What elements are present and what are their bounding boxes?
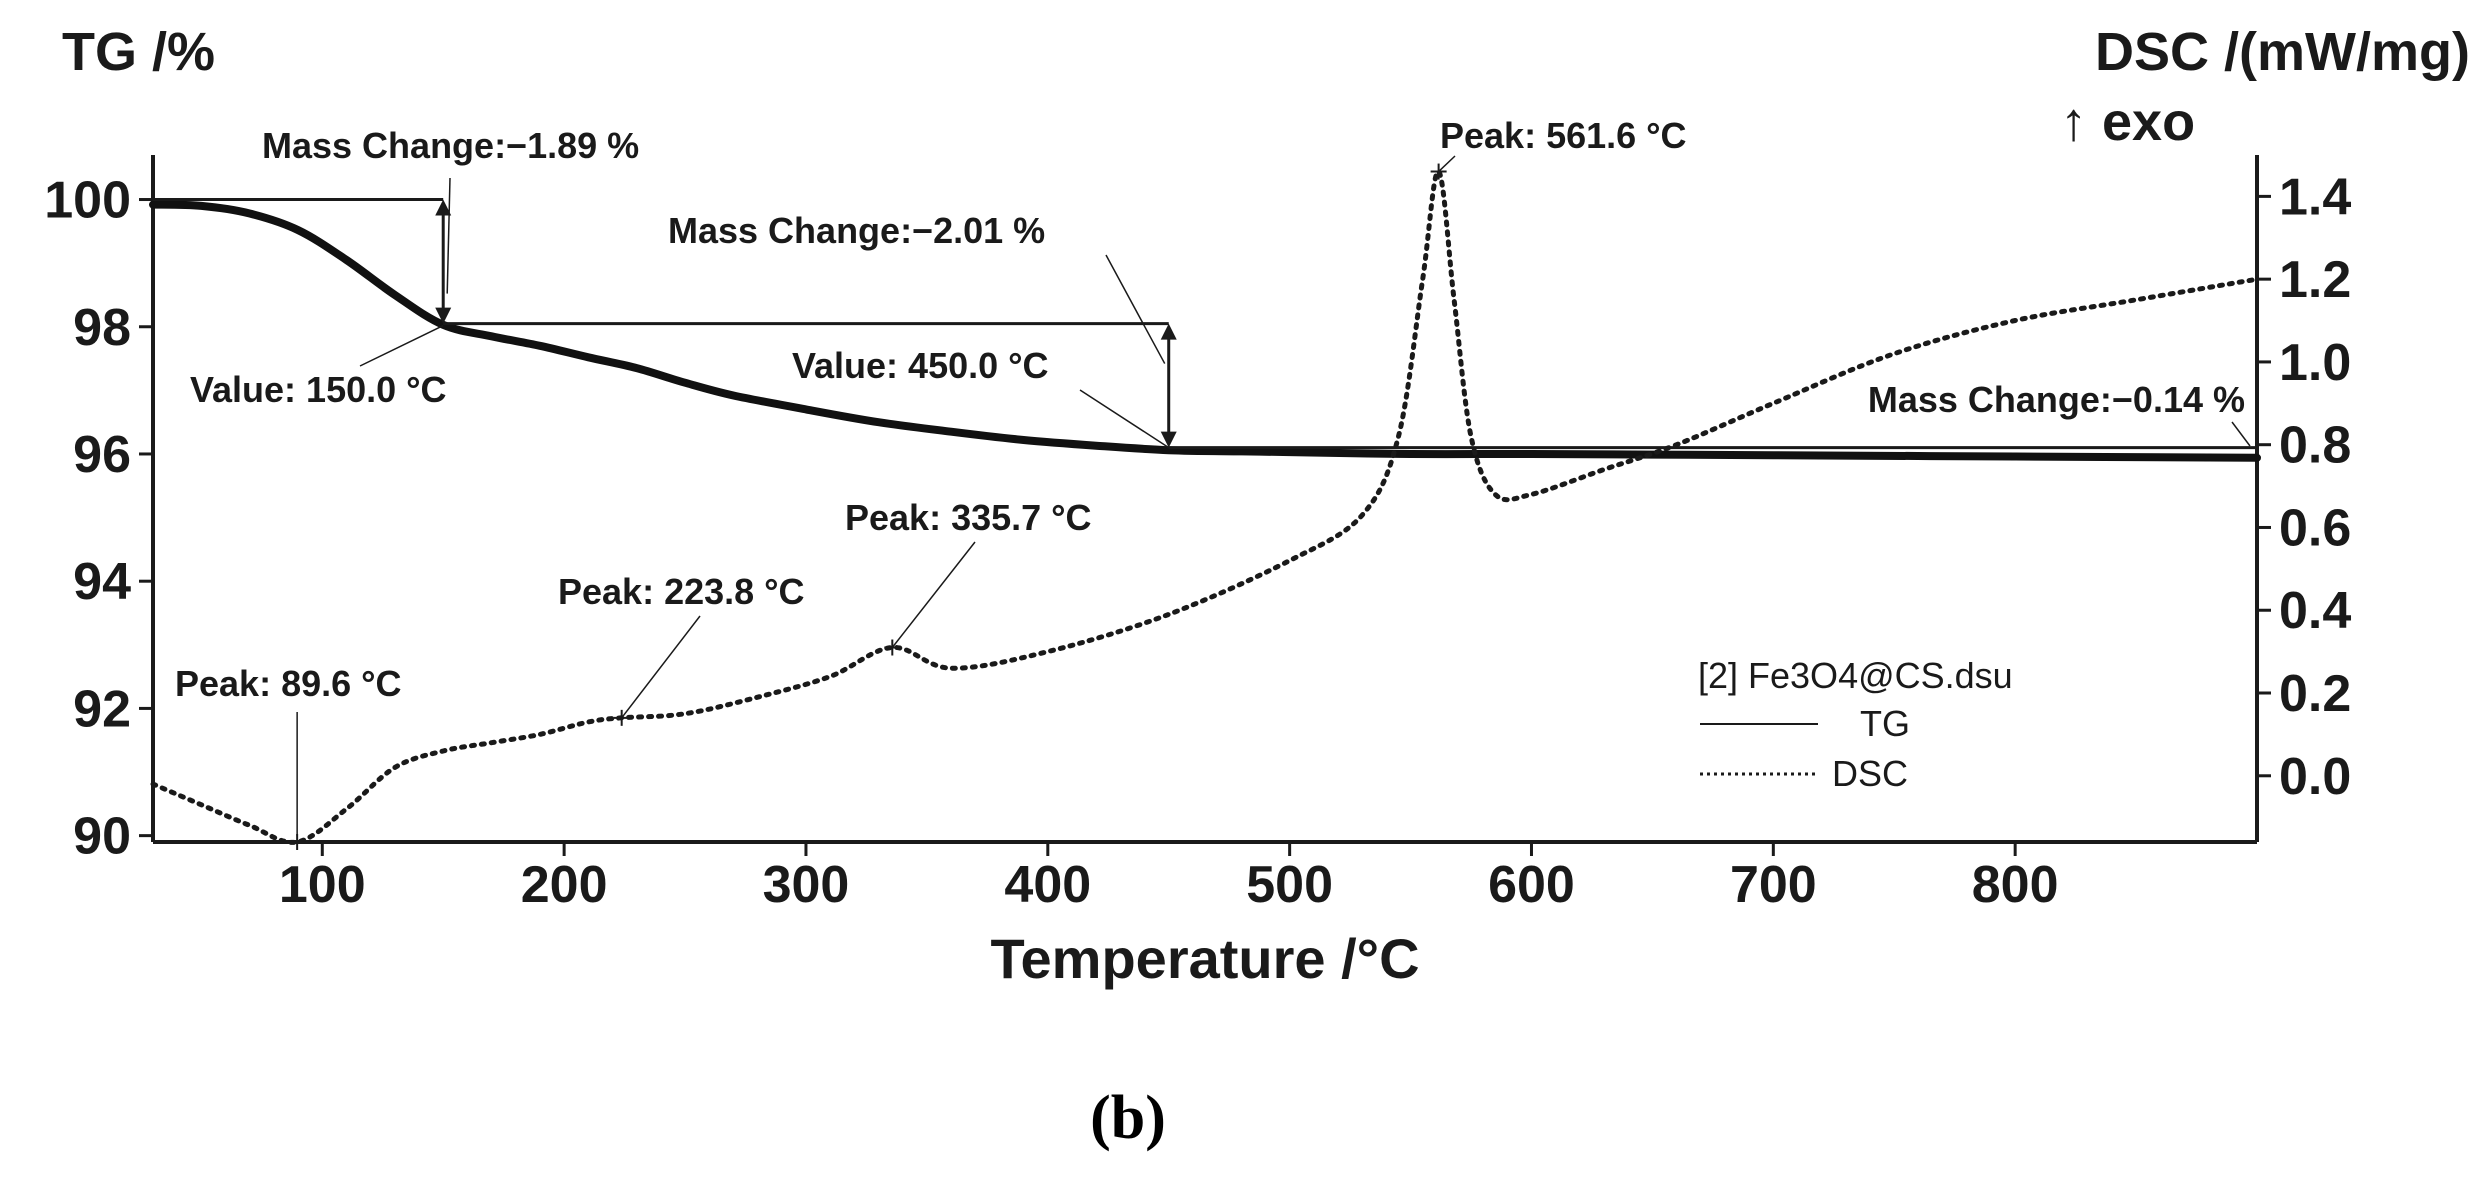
leader-line — [446, 177, 451, 294]
leader-line — [1438, 155, 1456, 173]
arrow-head-down-icon — [435, 307, 452, 324]
y-right-tick-label: 1.0 — [2279, 334, 2351, 392]
series-layer — [149, 169, 2261, 845]
leader-line — [2231, 421, 2251, 447]
x-tick-label: 700 — [1730, 856, 1817, 914]
leader-line — [891, 541, 976, 648]
legend: [2] Fe3O4@CS.dsu TG DSC — [1698, 655, 2013, 794]
x-tick-label: 400 — [1004, 856, 1091, 914]
y-right-tick-label: 0.2 — [2279, 665, 2351, 723]
y-right-tick-label: 0.4 — [2279, 582, 2351, 640]
legend-title: [2] Fe3O4@CS.dsu — [1698, 655, 2013, 696]
value-label-450: Value: 450.0 °C — [792, 345, 1049, 386]
x-tick-label: 500 — [1246, 856, 1333, 914]
arrow-head-up-icon — [1160, 323, 1177, 340]
peak-label: Peak: 89.6 °C — [175, 663, 402, 704]
mass-change-label-2: Mass Change:−2.01 % — [668, 210, 1045, 251]
peak-label: Peak: 561.6 °C — [1440, 115, 1687, 156]
y-left-axis-title: TG /% — [62, 22, 215, 82]
mass-change-label-1: Mass Change:−1.89 % — [262, 125, 639, 166]
y-right-tick-label: 0.8 — [2279, 417, 2351, 475]
leader-line — [621, 615, 701, 719]
x-tick-label: 100 — [279, 856, 366, 914]
y-right-tick-label: 1.4 — [2279, 168, 2351, 226]
peak-label: Peak: 223.8 °C — [558, 571, 805, 612]
leader-line — [359, 324, 444, 367]
leader-line — [1105, 254, 1166, 364]
y-left-tick-label: 94 — [73, 553, 131, 611]
legend-label-tg: TG — [1860, 703, 1910, 744]
annotation-layer: Mass Change:−1.89 % Mass Change:−2.01 % Ma… — [153, 115, 2257, 850]
dsc-series-line — [150, 169, 2260, 845]
mass-change-label-3: Mass Change:−0.14 % — [1868, 379, 2245, 420]
y-left-tick-label: 90 — [73, 808, 131, 866]
arrow-head-down-icon — [1160, 431, 1177, 448]
y-right-axis-title: DSC /(mW/mg) — [2095, 22, 2470, 82]
leader-line — [1079, 389, 1170, 449]
axes: 100 200 300 400 500 600 700 800 90 92 94 96 98 100 0.0… — [44, 155, 2351, 914]
y-left-tick-label: 100 — [44, 172, 131, 230]
value-label-150: Value: 150.0 °C — [190, 369, 447, 410]
panel-label: (b) — [1090, 1084, 1166, 1152]
y-right-tick-label: 1.2 — [2279, 251, 2351, 309]
x-tick-label: 300 — [763, 856, 850, 914]
x-tick-label: 800 — [1972, 856, 2059, 914]
peak-label: Peak: 335.7 °C — [845, 497, 1092, 538]
y-right-tick-label: 0.0 — [2279, 748, 2351, 806]
x-tick-label: 200 — [521, 856, 608, 914]
legend-label-dsc: DSC — [1832, 753, 1908, 794]
y-left-tick-label: 98 — [73, 299, 131, 357]
y-left-tick-label: 92 — [73, 680, 131, 738]
y-left-tick-label: 96 — [73, 426, 131, 484]
y-right-tick-label: 0.6 — [2279, 499, 2351, 557]
y-right-axis-subtitle: ↑ exo — [2060, 92, 2195, 152]
arrow-head-up-icon — [435, 199, 452, 216]
x-tick-label: 600 — [1488, 856, 1575, 914]
x-axis-title: Temperature /°C — [990, 927, 1419, 990]
